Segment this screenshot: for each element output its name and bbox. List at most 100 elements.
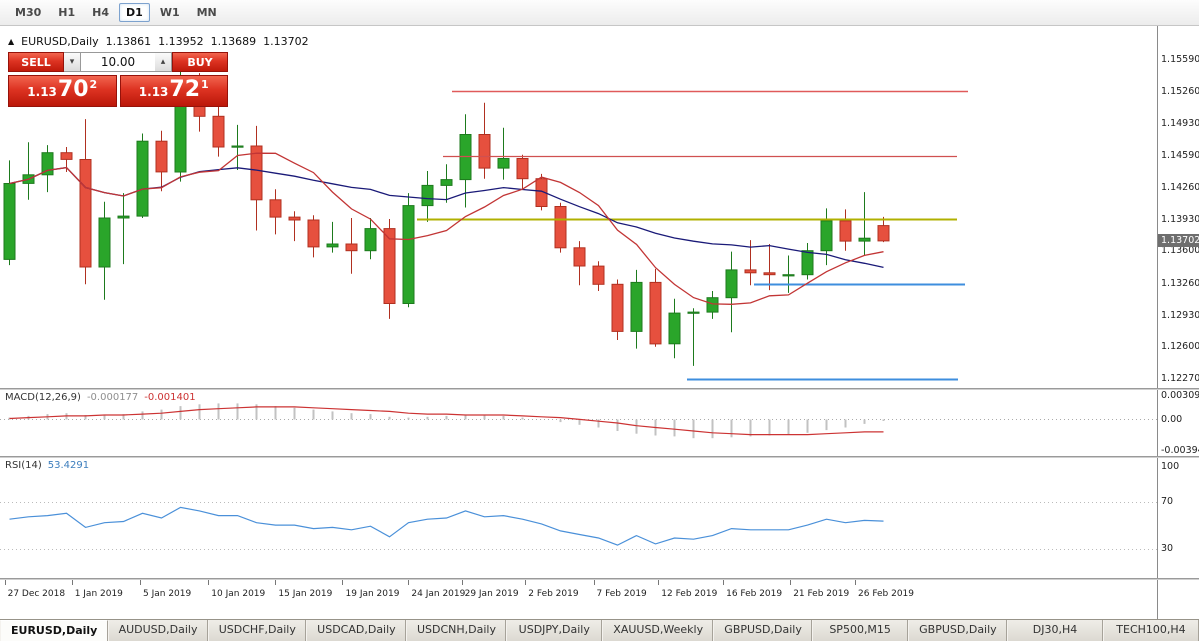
ohlc-close: 1.13702 xyxy=(263,35,309,48)
macd-pane[interactable]: MACD(12,26,9) -0.000177 -0.001401 xyxy=(0,390,1157,456)
timeframe-mn-button[interactable]: MN xyxy=(196,6,217,19)
chart-tab-bar: EURUSD,Daily AUDUSD,Daily USDCHF,Daily USDC… xyxy=(0,619,1199,641)
macd-axis-label: -0.003947 xyxy=(1161,445,1199,456)
sell-button[interactable]: SELL xyxy=(8,52,64,72)
time-axis-tick xyxy=(275,580,276,585)
volume-increase-button[interactable]: ▴ xyxy=(155,52,172,72)
price-chart-canvas[interactable]: ▲ EURUSD,Daily 1.13861 1.13952 1.13689 1… xyxy=(0,26,1157,388)
current-price-tag: 1.13702 xyxy=(1158,233,1199,247)
volume-input[interactable]: 10.00 xyxy=(81,52,155,72)
macd-main-value: -0.000177 xyxy=(86,392,139,403)
time-axis-tick xyxy=(140,580,141,585)
price-axis-label: 1.14930 xyxy=(1161,117,1199,129)
one-click-trading-panel: SELL ▾ 10.00 ▴ BUY 1.13 70 2 1.13 72 1 xyxy=(8,52,228,107)
pane-separator[interactable] xyxy=(0,578,1199,580)
chart-tab-gbpusd-daily[interactable]: GBPUSD,Daily xyxy=(713,620,813,641)
macd-axis-label: 0.00 xyxy=(1161,414,1183,426)
chart-tab-usdchf-daily[interactable]: USDCHF,Daily xyxy=(207,620,307,641)
price-axis-label: 1.12270 xyxy=(1161,372,1199,384)
time-axis-tick xyxy=(525,580,526,585)
pane-separator[interactable] xyxy=(0,456,1199,458)
timeframe-d1-button[interactable]: D1 xyxy=(119,3,150,22)
sell-price-sup: 2 xyxy=(89,78,98,91)
time-axis-tick xyxy=(208,580,209,585)
rsi-axis-label: 100 xyxy=(1161,460,1180,472)
timeframe-m30-button[interactable]: M30 xyxy=(15,6,42,19)
timeframe-w1-button[interactable]: W1 xyxy=(159,6,180,19)
time-axis-tick xyxy=(790,580,791,585)
macd-chart xyxy=(0,403,1157,439)
chart-symbol-label: EURUSD,Daily xyxy=(21,35,99,48)
trade-controls-row: SELL ▾ 10.00 ▴ BUY xyxy=(8,52,228,72)
sell-price-big: 70 xyxy=(57,77,89,102)
volume-decrease-button[interactable]: ▾ xyxy=(64,52,81,72)
macd-axis-labels: 0.003095 0.00 -0.003947 xyxy=(1158,390,1199,456)
time-axis-tick xyxy=(342,580,343,585)
chart-window: ▲ EURUSD,Daily 1.13861 1.13952 1.13689 1… xyxy=(0,26,1199,619)
price-axis-label: 1.15260 xyxy=(1161,85,1199,97)
time-axis-tick xyxy=(5,580,6,585)
timeframe-h4-button[interactable]: H4 xyxy=(92,6,110,19)
sell-price-button[interactable]: 1.13 70 2 xyxy=(8,75,117,107)
time-axis-tick xyxy=(855,580,856,585)
buy-price-sup: 1 xyxy=(201,78,209,91)
rsi-axis-labels: 100 70 30 xyxy=(1158,458,1199,578)
ohlc-high: 1.13952 xyxy=(158,35,204,48)
timeframe-button-group: M30 H1 H4 D1 W1 MN xyxy=(8,3,224,22)
buy-price-big: 72 xyxy=(169,77,201,102)
rsi-axis-label: 30 xyxy=(1161,543,1174,555)
price-axis-label: 1.14590 xyxy=(1161,150,1199,162)
price-axis-label: 1.12930 xyxy=(1161,309,1199,321)
rsi-pane[interactable]: RSI(14) 53.4291 xyxy=(0,458,1157,578)
chart-tab-xauusd-weekly[interactable]: XAUUSD,Weekly xyxy=(602,620,714,641)
time-scale[interactable]: 27 Dec 2018 1 Jan 2019 5 Jan 2019 10 Jan 20… xyxy=(0,580,1157,619)
chart-tab-eurusd-daily[interactable]: EURUSD,Daily xyxy=(0,620,108,641)
chart-tab-usdcnh-daily[interactable]: USDCNH,Daily xyxy=(405,620,507,641)
time-axis-label: 29 Jan 2019 xyxy=(464,589,519,599)
macd-axis-label: 0.003095 xyxy=(1161,390,1199,401)
rsi-axis-label: 70 xyxy=(1161,496,1174,507)
price-axis-label: 1.13260 xyxy=(1161,277,1199,289)
time-axis-label: 26 Feb 2019 xyxy=(858,589,915,599)
rsi-chart xyxy=(0,502,1157,550)
price-axis-label: 1.13930 xyxy=(1161,213,1199,225)
time-axis-label: 1 Jan 2019 xyxy=(74,589,123,599)
time-axis-label: 12 Feb 2019 xyxy=(661,589,718,599)
chart-header: ▲ EURUSD,Daily 1.13861 1.13952 1.13689 1… xyxy=(8,35,309,48)
ohlc-low: 1.13689 xyxy=(210,35,257,48)
time-axis-tick xyxy=(72,580,73,585)
time-axis-label: 19 Jan 2019 xyxy=(345,589,400,599)
chart-tab-usdcad-daily[interactable]: USDCAD,Daily xyxy=(306,620,406,641)
chart-tab-dj30-h4[interactable]: DJ30,H4 xyxy=(1006,620,1103,641)
rsi-value: 53.4291 xyxy=(47,460,90,471)
candlestick-chart xyxy=(3,66,968,381)
time-axis-tick xyxy=(723,580,724,585)
chart-tab-tech100-h4[interactable]: TECH100,H4 xyxy=(1102,620,1199,641)
pane-separator[interactable] xyxy=(0,388,1199,390)
time-axis-tick xyxy=(408,580,409,585)
price-axis-label: 1.13600 xyxy=(1161,245,1199,257)
macd-label: MACD(12,26,9) -0.000177 -0.001401 xyxy=(5,392,196,403)
price-axis-label: 1.14260 xyxy=(1161,181,1199,193)
chart-tab-sp500-m15[interactable]: SP500,M15 xyxy=(812,620,909,641)
chart-tab-audusd-daily[interactable]: AUDUSD,Daily xyxy=(107,620,208,641)
time-axis-label: 7 Feb 2019 xyxy=(596,589,647,599)
chart-tab-usdjpy-daily[interactable]: USDJPY,Daily xyxy=(506,620,603,641)
rsi-label: RSI(14) 53.4291 xyxy=(5,460,89,471)
macd-indicator-name: MACD(12,26,9) xyxy=(5,392,81,403)
time-axis-label: 21 Feb 2019 xyxy=(793,589,850,599)
buy-button[interactable]: BUY xyxy=(172,52,228,72)
time-axis-label: 10 Jan 2019 xyxy=(211,589,266,599)
price-axis-label: 1.12600 xyxy=(1161,341,1199,353)
price-scale[interactable]: 1.15590 1.15260 1.14930 1.14590 1.14260 1.139… xyxy=(1157,26,1199,619)
time-axis-tick xyxy=(594,580,595,585)
sell-price-base: 1.13 xyxy=(27,85,57,99)
chart-tab-gbpusd-daily[interactable]: GBPUSD,Daily xyxy=(908,620,1007,641)
buy-price-button[interactable]: 1.13 72 1 xyxy=(119,75,228,107)
time-axis-tick xyxy=(658,580,659,585)
timeframe-h1-button[interactable]: H1 xyxy=(58,6,76,19)
time-axis-label: 2 Feb 2019 xyxy=(528,589,579,599)
chart-symbol-icon: ▲ xyxy=(8,37,15,46)
buy-price-base: 1.13 xyxy=(138,85,169,99)
time-axis-label: 15 Jan 2019 xyxy=(278,589,333,599)
